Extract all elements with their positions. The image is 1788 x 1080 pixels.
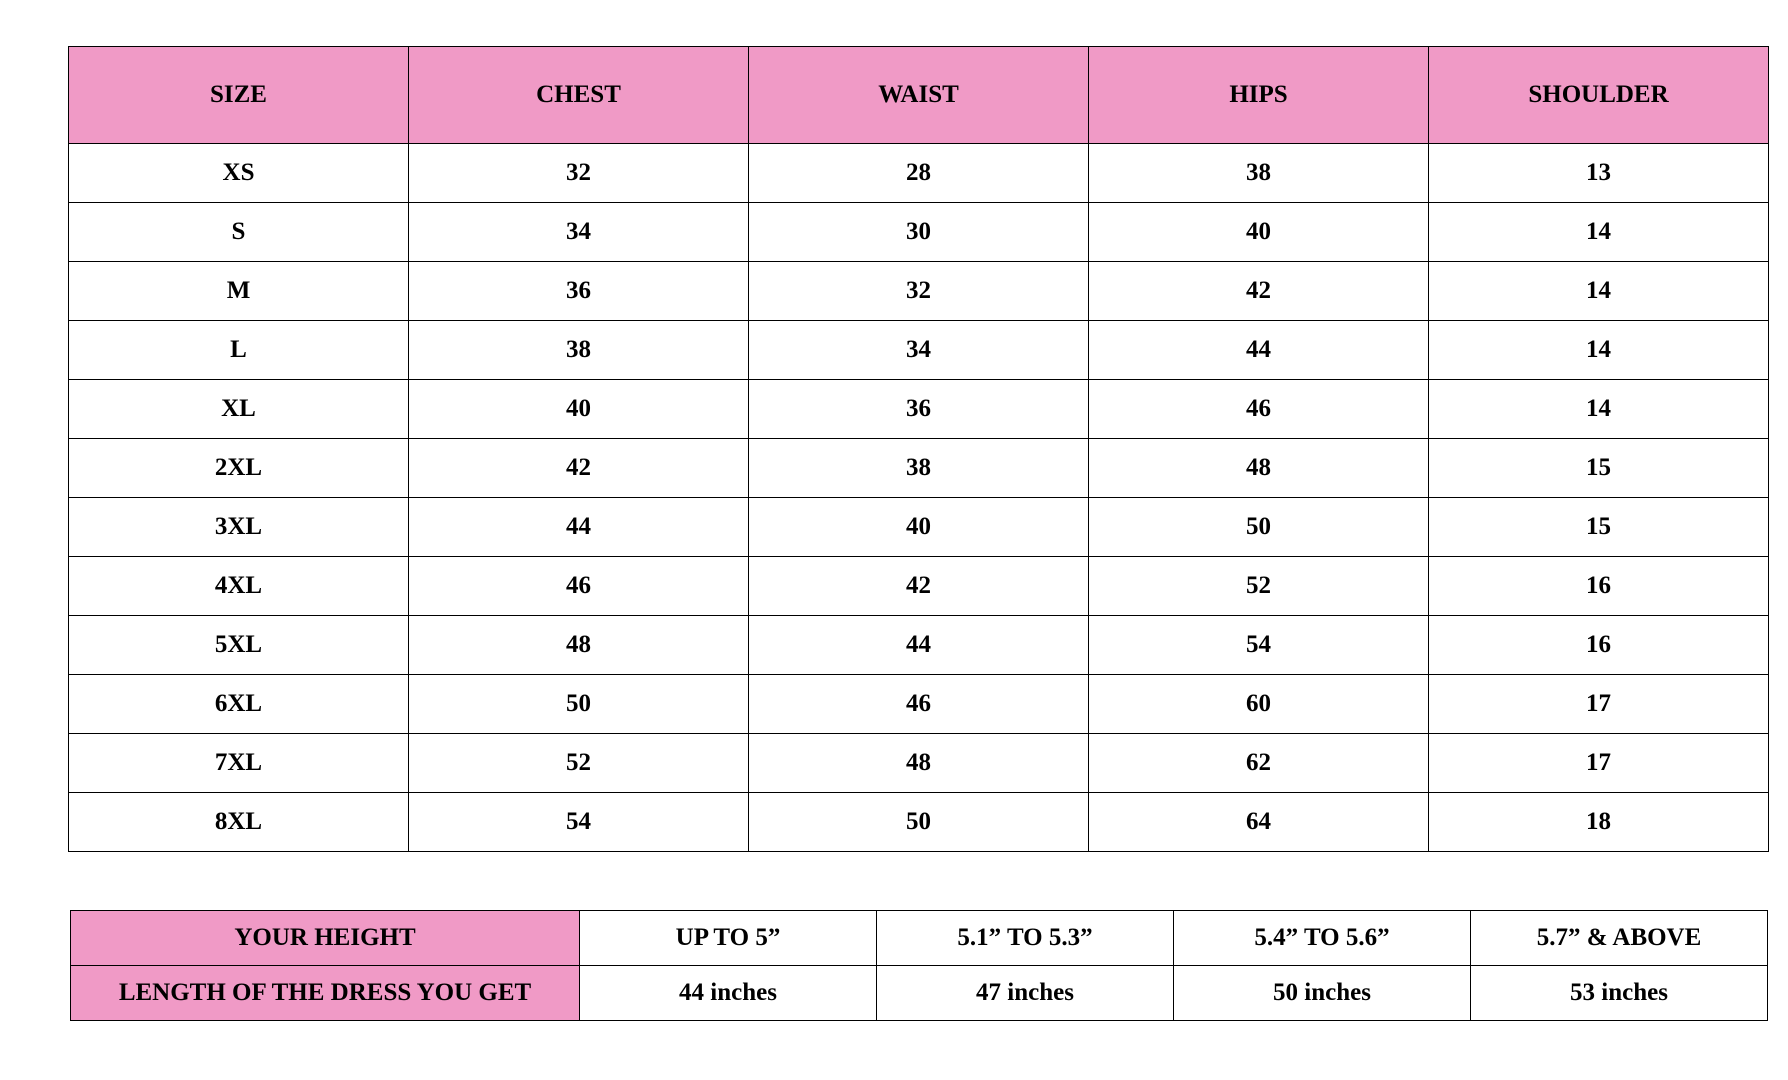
measurement-cell: 28 — [748, 143, 1089, 203]
measurement-cell: 52 — [408, 733, 749, 793]
measurement-cell: 17 — [1428, 674, 1769, 734]
measurement-cell: 13 — [1428, 143, 1769, 203]
column-header: WAIST — [748, 46, 1089, 144]
measurement-cell: 46 — [748, 674, 1089, 734]
height-cell: 5.7” & ABOVE — [1470, 910, 1768, 966]
measurement-cell: 17 — [1428, 733, 1769, 793]
size-cell: 5XL — [68, 615, 409, 675]
column-header: SHOULDER — [1428, 46, 1769, 144]
measurement-cell: 14 — [1428, 379, 1769, 439]
table-row: 5XL 48 44 54 16 — [68, 615, 1769, 675]
measurement-cell: 36 — [748, 379, 1089, 439]
measurement-cell: 36 — [408, 261, 749, 321]
table-row: M 36 32 42 14 — [68, 261, 1769, 321]
size-cell: 3XL — [68, 497, 409, 557]
measurement-cell: 32 — [408, 143, 749, 203]
dress-length-table: YOUR HEIGHT UP TO 5” 5.1” TO 5.3” 5.4” T… — [70, 910, 1768, 1021]
measurement-cell: 15 — [1428, 497, 1769, 557]
measurement-cell: 44 — [1088, 320, 1429, 380]
measurement-cell: 14 — [1428, 202, 1769, 262]
column-header: SIZE — [68, 46, 409, 144]
size-cell: 8XL — [68, 792, 409, 852]
height-cell: UP TO 5” — [579, 910, 877, 966]
table-row: 2XL 42 38 48 15 — [68, 438, 1769, 498]
measurement-cell: 46 — [1088, 379, 1429, 439]
size-cell: 6XL — [68, 674, 409, 734]
table-row: L 38 34 44 14 — [68, 320, 1769, 380]
size-cell: XS — [68, 143, 409, 203]
measurement-cell: 34 — [408, 202, 749, 262]
measurement-cell: 40 — [408, 379, 749, 439]
measurement-cell: 54 — [1088, 615, 1429, 675]
measurement-cell: 48 — [748, 733, 1089, 793]
table-row: 8XL 54 50 64 18 — [68, 792, 1769, 852]
measurement-cell: 14 — [1428, 261, 1769, 321]
measurement-cell: 14 — [1428, 320, 1769, 380]
table-row: 6XL 50 46 60 17 — [68, 674, 1769, 734]
size-cell: 7XL — [68, 733, 409, 793]
measurement-cell: 38 — [748, 438, 1089, 498]
length-cell: 50 inches — [1173, 965, 1471, 1021]
measurement-cell: 50 — [1088, 497, 1429, 557]
size-cell: 4XL — [68, 556, 409, 616]
size-cell: M — [68, 261, 409, 321]
table-row: XS 32 28 38 13 — [68, 143, 1769, 203]
measurement-cell: 42 — [1088, 261, 1429, 321]
measurement-cell: 30 — [748, 202, 1089, 262]
measurement-cell: 44 — [748, 615, 1089, 675]
measurement-cell: 50 — [408, 674, 749, 734]
measurement-cell: 44 — [408, 497, 749, 557]
header-row: SIZE CHEST WAIST HIPS SHOULDER — [68, 46, 1769, 144]
measurement-cell: 32 — [748, 261, 1089, 321]
measurement-cell: 60 — [1088, 674, 1429, 734]
measurement-cell: 46 — [408, 556, 749, 616]
measurement-cell: 38 — [408, 320, 749, 380]
measurement-cell: 16 — [1428, 615, 1769, 675]
measurement-cell: 52 — [1088, 556, 1429, 616]
size-cell: XL — [68, 379, 409, 439]
measurement-cell: 54 — [408, 792, 749, 852]
table-row: 3XL 44 40 50 15 — [68, 497, 1769, 557]
measurement-cell: 62 — [1088, 733, 1429, 793]
measurement-cell: 15 — [1428, 438, 1769, 498]
measurement-cell: 48 — [1088, 438, 1429, 498]
length-cell: 53 inches — [1470, 965, 1768, 1021]
size-chart-table: SIZE CHEST WAIST HIPS SHOULDER XS 32 28 38 13 S 34… — [68, 46, 1769, 852]
measurement-cell: 40 — [748, 497, 1089, 557]
measurement-cell: 40 — [1088, 202, 1429, 262]
measurement-cell: 42 — [408, 438, 749, 498]
length-cell: 44 inches — [579, 965, 877, 1021]
table-row: 4XL 46 42 52 16 — [68, 556, 1769, 616]
table-row: XL 40 36 46 14 — [68, 379, 1769, 439]
measurement-cell: 42 — [748, 556, 1089, 616]
measurement-cell: 18 — [1428, 792, 1769, 852]
height-cell: 5.4” TO 5.6” — [1173, 910, 1471, 966]
height-label: YOUR HEIGHT — [70, 910, 580, 966]
table-row: S 34 30 40 14 — [68, 202, 1769, 262]
length-label: LENGTH OF THE DRESS YOU GET — [70, 965, 580, 1021]
measurement-cell: 48 — [408, 615, 749, 675]
length-row: LENGTH OF THE DRESS YOU GET 44 inches 47… — [70, 965, 1768, 1021]
measurement-cell: 16 — [1428, 556, 1769, 616]
measurement-cell: 38 — [1088, 143, 1429, 203]
height-row: YOUR HEIGHT UP TO 5” 5.1” TO 5.3” 5.4” T… — [70, 910, 1768, 966]
measurement-cell: 50 — [748, 792, 1089, 852]
length-cell: 47 inches — [876, 965, 1174, 1021]
height-cell: 5.1” TO 5.3” — [876, 910, 1174, 966]
size-cell: S — [68, 202, 409, 262]
table-row: 7XL 52 48 62 17 — [68, 733, 1769, 793]
measurement-cell: 64 — [1088, 792, 1429, 852]
column-header: HIPS — [1088, 46, 1429, 144]
column-header: CHEST — [408, 46, 749, 144]
measurement-cell: 34 — [748, 320, 1089, 380]
size-cell: L — [68, 320, 409, 380]
size-cell: 2XL — [68, 438, 409, 498]
